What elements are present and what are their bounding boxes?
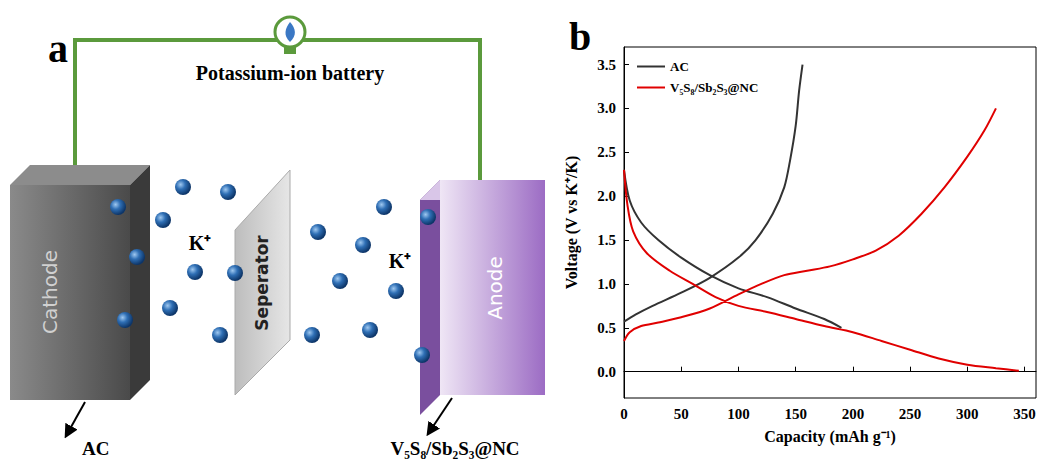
svg-text:3.5: 3.5 xyxy=(597,57,616,73)
svg-text:b: b xyxy=(569,14,591,59)
svg-text:1.0: 1.0 xyxy=(597,276,616,292)
svg-text:V₅S₈/Sb₂S₃@NC: V₅S₈/Sb₂S₃@NC xyxy=(670,80,758,95)
svg-text:3.0: 3.0 xyxy=(597,100,616,116)
svg-text:50: 50 xyxy=(674,406,689,422)
svg-text:V₅S₈/Sb₂S₃@NC: V₅S₈/Sb₂S₃@NC xyxy=(390,438,519,459)
svg-text:K⁺: K⁺ xyxy=(389,250,412,272)
svg-text:0.5: 0.5 xyxy=(597,320,616,336)
svg-text:1.5: 1.5 xyxy=(597,232,616,248)
svg-text:2.0: 2.0 xyxy=(597,188,616,204)
svg-text:0.0: 0.0 xyxy=(597,364,616,380)
svg-text:AC: AC xyxy=(82,438,109,459)
svg-text:Seperator: Seperator xyxy=(252,235,272,331)
svg-text:100: 100 xyxy=(727,406,750,422)
svg-text:0: 0 xyxy=(620,406,628,422)
svg-text:Voltage (V vs K⁺/K): Voltage (V vs K⁺/K) xyxy=(563,156,581,289)
svg-text:300: 300 xyxy=(956,406,979,422)
svg-text:Potassium-ion battery: Potassium-ion battery xyxy=(196,62,384,85)
svg-text:Capacity (mAh g⁻¹): Capacity (mAh g⁻¹) xyxy=(764,428,896,446)
svg-text:350: 350 xyxy=(1013,406,1036,422)
svg-text:Anode: Anode xyxy=(483,256,507,320)
svg-text:Cathode: Cathode xyxy=(38,250,62,334)
svg-text:2.5: 2.5 xyxy=(597,144,616,160)
svg-text:a: a xyxy=(48,26,68,71)
svg-text:200: 200 xyxy=(842,406,865,422)
svg-text:250: 250 xyxy=(899,406,922,422)
svg-text:AC: AC xyxy=(670,59,689,74)
svg-text:K⁺: K⁺ xyxy=(189,232,212,254)
svg-text:150: 150 xyxy=(784,406,807,422)
